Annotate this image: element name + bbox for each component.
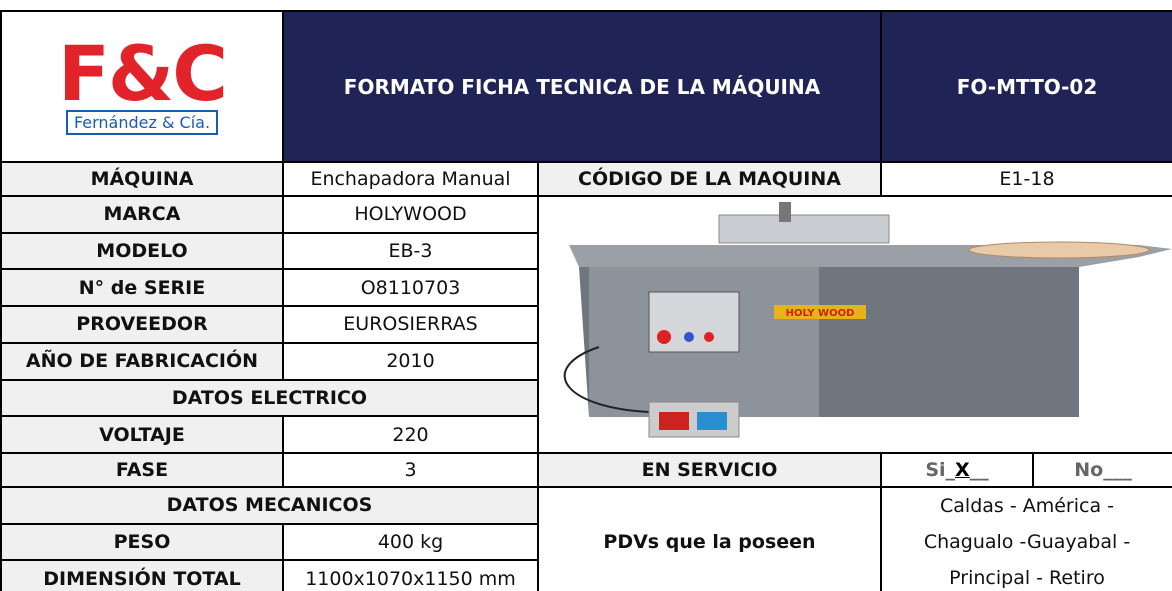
- label: MODELO: [0, 231, 284, 271]
- text: Si_: [925, 459, 956, 481]
- machine-image: HOLY WOOD: [537, 195, 1172, 454]
- section-title: DATOS ELECTRICO: [0, 378, 539, 418]
- logo-main: F&C: [58, 28, 228, 118]
- value: 2010: [282, 341, 539, 381]
- pdv-line: Caldas - América -: [940, 495, 1114, 517]
- text: __: [969, 459, 989, 481]
- pdv-line: Principal - Retiro: [949, 567, 1105, 589]
- value: EUROSIERRAS: [282, 305, 539, 344]
- value: HOLYWOOD: [282, 195, 539, 234]
- value: 1100x1070x1150 mm: [282, 559, 539, 591]
- value: EB-3: [282, 231, 539, 271]
- label: DIMENSIÓN TOTAL: [0, 559, 284, 591]
- value: E1-18: [880, 161, 1172, 197]
- label: EN SERVICIO: [537, 452, 882, 488]
- value: Enchapadora Manual: [282, 161, 539, 197]
- logo-cell: F&C Fernández & Cía.: [0, 10, 284, 163]
- pdv-list: Caldas - América - Chagualo -Guayabal - …: [880, 486, 1172, 591]
- label: MARCA: [0, 195, 284, 234]
- sheet: F&C Fernández & Cía. FORMATO FICHA TECNI…: [0, 10, 1172, 591]
- logo-sub: Fernández & Cía.: [65, 109, 219, 135]
- machine-drawing: HOLY WOOD: [563, 202, 1171, 438]
- label: PESO: [0, 522, 284, 562]
- label: AÑO DE FABRICACIÓN: [0, 341, 284, 381]
- label: PDVs que la poseen: [537, 486, 882, 591]
- service-yes: Si_X__: [880, 452, 1034, 488]
- label: PROVEEDOR: [0, 305, 284, 344]
- mark: X: [955, 459, 970, 481]
- value: 400 kg: [282, 522, 539, 562]
- pdv-line: Chagualo -Guayabal -: [923, 531, 1131, 553]
- value: O8110703: [282, 268, 539, 308]
- service-no: No___: [1032, 452, 1172, 488]
- value: 220: [282, 415, 539, 454]
- label: MÁQUINA: [0, 161, 284, 197]
- label: N° de SERIE: [0, 268, 284, 308]
- form-code: FO-MTTO-02: [880, 10, 1172, 163]
- label: CÓDIGO DE LA MAQUINA: [537, 161, 882, 197]
- label: FASE: [0, 452, 284, 488]
- spec-table: F&C Fernández & Cía. FORMATO FICHA TECNI…: [0, 10, 1172, 591]
- title: FORMATO FICHA TECNICA DE LA MÁQUINA: [282, 10, 882, 163]
- brand-label: HOLY WOOD: [786, 308, 855, 319]
- section-title: DATOS MECANICOS: [0, 486, 539, 525]
- label: VOLTAJE: [0, 415, 284, 454]
- value: 3: [282, 452, 539, 488]
